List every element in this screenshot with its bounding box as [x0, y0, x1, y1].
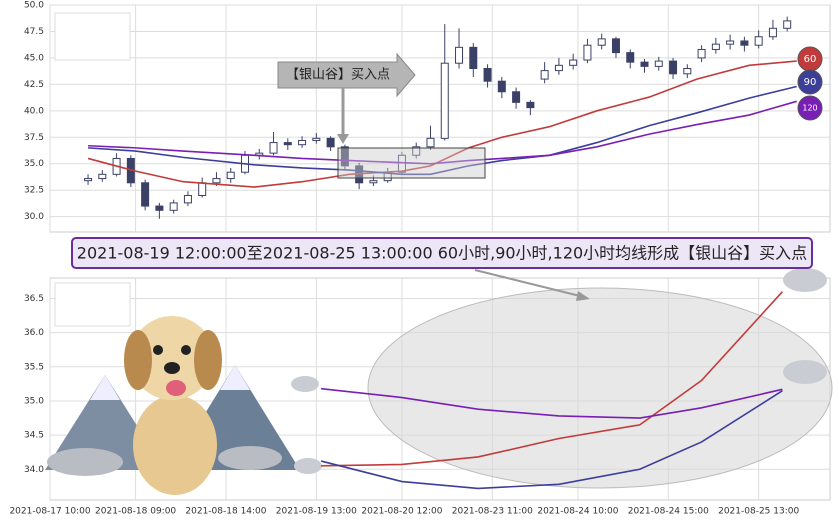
candle-body	[754, 36, 763, 46]
candle-body	[312, 137, 321, 141]
y-tick-label: 32.5	[24, 186, 44, 196]
candle-body	[340, 146, 349, 167]
y-tick-label: 45.0	[24, 53, 44, 63]
x-tick-label: 2021-08-23 11:00	[452, 507, 533, 517]
candle-body	[683, 67, 692, 75]
candle-body	[597, 38, 606, 46]
y-tick-label: 47.5	[24, 27, 44, 37]
x-tick-label: 2021-08-24 15:00	[628, 507, 709, 517]
annotation: 【银山谷】买入点	[286, 68, 390, 83]
candle-body	[711, 43, 720, 50]
candle-body	[412, 146, 421, 156]
x-tick-label: 2021-08-19 13:00	[276, 507, 357, 517]
y-tick-label: 35.0	[24, 159, 44, 169]
y-tick-label: 36.5	[24, 294, 44, 304]
candle-body	[540, 70, 549, 80]
x-tick-label: 2021-08-20 12:00	[361, 507, 442, 517]
candle-body	[554, 64, 563, 72]
candle-body	[611, 38, 620, 54]
candle-body	[183, 194, 192, 204]
legend-box	[54, 12, 131, 61]
end-label: 90	[804, 77, 817, 88]
y-tick-label: 35.5	[24, 362, 44, 372]
candle-body	[212, 178, 221, 184]
candle-body	[583, 44, 592, 61]
annotation-arrow	[277, 52, 416, 98]
candle-body	[654, 60, 663, 67]
candle-body	[440, 62, 449, 139]
y-tick-label: 34.5	[24, 431, 44, 441]
candle-body	[226, 171, 235, 180]
ma-line	[88, 100, 797, 165]
y-tick-label: 42.5	[24, 80, 44, 90]
y-tick-label: 40.0	[24, 106, 44, 116]
ma-line	[321, 291, 784, 467]
legend-box	[54, 282, 131, 327]
top-plot-area	[49, 4, 831, 233]
candle-body	[169, 202, 178, 211]
x-tick-label: 2021-08-18 14:00	[185, 507, 266, 517]
y-tick-label: 50.0	[24, 1, 44, 11]
x-tick-label: 2021-08-25 13:00	[718, 507, 799, 517]
candle-body	[455, 46, 464, 64]
candle-body	[198, 182, 207, 196]
decoration	[45, 268, 827, 495]
candle-body	[369, 180, 378, 184]
candle-body	[669, 60, 678, 75]
ma-line	[321, 387, 783, 419]
y-tick-label: 36.0	[24, 328, 44, 338]
candle-body	[155, 205, 164, 211]
y-tick-label: 30.0	[24, 212, 44, 222]
x-tick-label: 2021-08-24 10:00	[537, 507, 618, 517]
candle-body	[98, 173, 107, 180]
candle-body	[426, 137, 435, 148]
candle-body	[283, 142, 292, 146]
banner-arrow	[474, 269, 581, 297]
x-tick-label: 2021-08-17 10:00	[9, 507, 90, 517]
candle-body	[84, 178, 93, 182]
candle-body	[783, 20, 792, 29]
end-label: 60	[804, 54, 817, 65]
y-tick-label: 37.5	[24, 133, 44, 143]
candle-body	[569, 59, 578, 66]
candle-body	[768, 27, 777, 38]
end-label: 120	[802, 104, 817, 113]
candle-body	[697, 48, 706, 59]
candle-body	[512, 91, 521, 103]
ma-line	[87, 60, 797, 188]
candle-body	[483, 67, 492, 82]
signal-box	[337, 147, 486, 179]
candle-body	[141, 182, 150, 207]
ma-line	[87, 85, 797, 176]
banner-arrow-head	[576, 291, 590, 301]
candle-body	[326, 137, 335, 148]
ma-line	[320, 390, 783, 490]
x-tick-label: 2021-08-18 09:00	[95, 507, 176, 517]
candle-body	[640, 61, 649, 67]
candle-body	[497, 80, 506, 93]
candle-body	[298, 139, 307, 146]
candle-body	[626, 52, 635, 63]
end-badge	[797, 69, 823, 95]
end-badge	[797, 95, 823, 121]
banner-box	[71, 237, 813, 269]
candle-body	[269, 142, 278, 154]
y-tick-label: 35.0	[24, 396, 44, 406]
candle-body	[469, 46, 478, 69]
candle-body	[397, 154, 406, 173]
y-tick-label: 34.0	[24, 465, 44, 475]
candle-body	[740, 40, 749, 46]
banner: 2021-08-19 12:00:00至2021-08-25 13:00:00 …	[77, 244, 807, 263]
candle-body	[526, 101, 535, 109]
down-arrow-head	[337, 134, 349, 144]
candle-body	[726, 40, 735, 45]
highlight-ellipse	[367, 287, 833, 489]
